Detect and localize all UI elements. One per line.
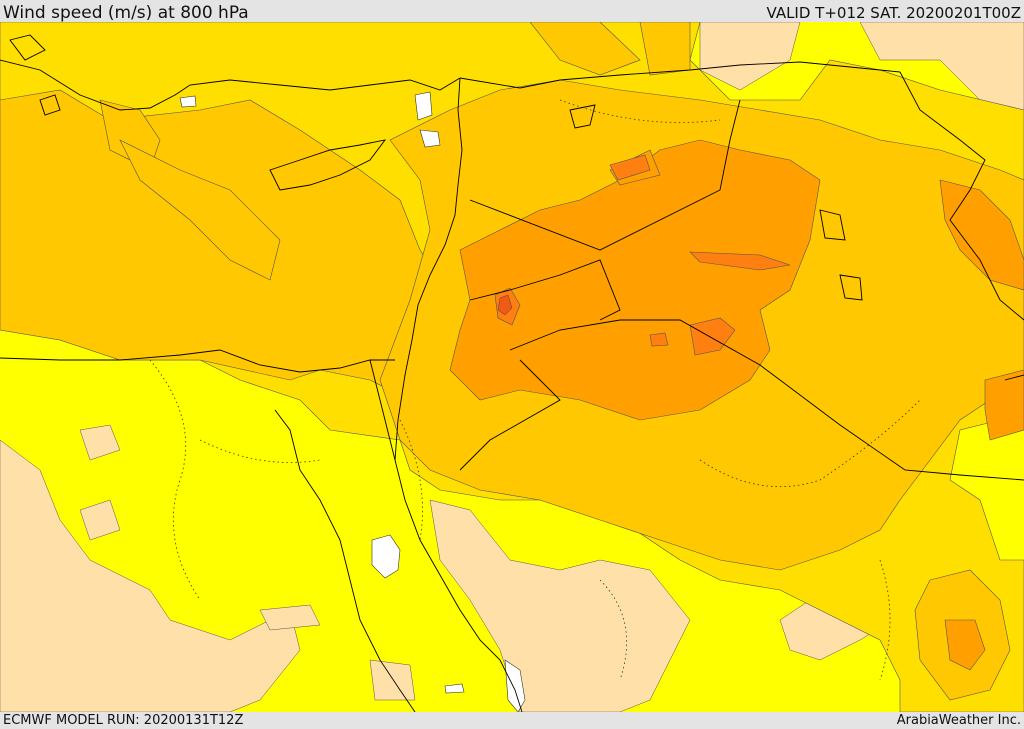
wind-speed-map[interactable] [0, 22, 1024, 712]
water-white [179, 91, 526, 712]
valid-time: VALID T+012 SAT. 20200201T00Z [766, 4, 1021, 22]
borders [0, 34, 1024, 712]
dotted-contours [149, 99, 921, 681]
footer-bar: ECMWF MODEL RUN: 20200131T12Z ArabiaWeat… [0, 712, 1024, 729]
model-run-label: ECMWF MODEL RUN: 20200131T12Z [3, 713, 244, 728]
zone-max [497, 294, 513, 316]
map-canvas [0, 22, 1024, 712]
map-title: Wind speed (m/s) at 800 hPa [3, 3, 249, 23]
credit-label: ArabiaWeather Inc. [896, 713, 1021, 728]
header-bar: Wind speed (m/s) at 800 hPa VALID T+012 … [0, 0, 1024, 23]
